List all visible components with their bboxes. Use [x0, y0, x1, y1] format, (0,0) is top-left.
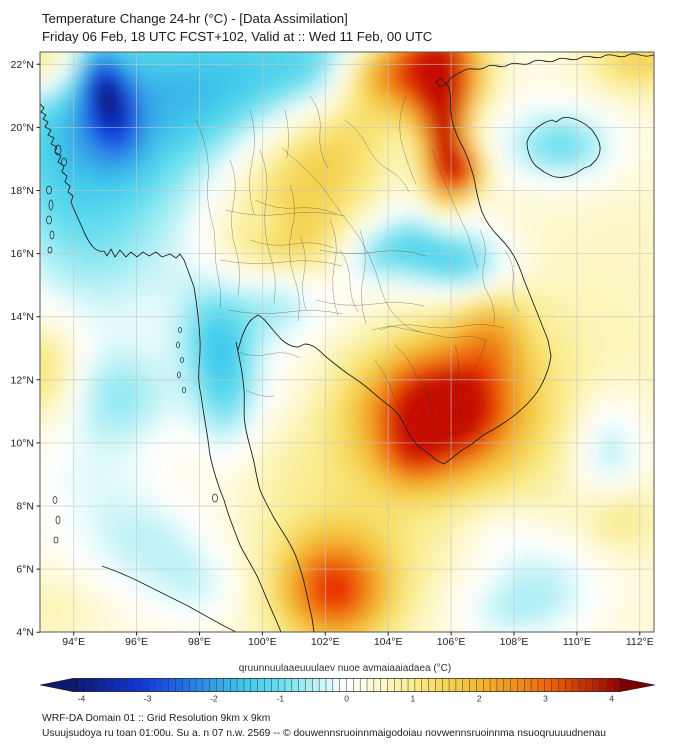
svg-text:102°E: 102°E	[311, 636, 340, 648]
svg-text:112°E: 112°E	[626, 636, 654, 648]
svg-text:110°E: 110°E	[563, 636, 591, 648]
svg-text:WRF-DA Domain 01 :: Grid Resol: WRF-DA Domain 01 :: Grid Resolution 9km …	[42, 713, 270, 724]
svg-text:12°N: 12°N	[11, 374, 34, 386]
svg-text:4°N: 4°N	[16, 627, 34, 639]
svg-text:106°E: 106°E	[437, 636, 466, 648]
svg-text:Temperature Change 24-hr (°C): Temperature Change 24-hr (°C) - [Data As…	[42, 11, 348, 26]
svg-text:Usuujsudoya ru toan 01:00u. Su: Usuujsudoya ru toan 01:00u. Su a. n 07 n…	[42, 728, 606, 739]
svg-text:96°E: 96°E	[125, 636, 148, 648]
svg-text:3: 3	[543, 694, 548, 704]
svg-text:2: 2	[477, 694, 482, 704]
svg-text:18°N: 18°N	[11, 185, 34, 197]
svg-text:-1: -1	[277, 694, 285, 704]
svg-text:qruunnuulaaeuuulaev nuoe avmai: qruunnuulaaeuuulaev nuoe avmaiaaiadaea (…	[239, 663, 452, 674]
svg-text:4: 4	[609, 694, 614, 704]
svg-text:1: 1	[411, 694, 416, 704]
svg-text:20°N: 20°N	[11, 122, 34, 134]
svg-text:8°N: 8°N	[16, 501, 34, 513]
svg-text:10°N: 10°N	[11, 437, 34, 449]
svg-text:104°E: 104°E	[374, 636, 403, 648]
svg-text:14°N: 14°N	[11, 311, 34, 323]
svg-text:Friday 06 Feb, 18 UTC FCST+102: Friday 06 Feb, 18 UTC FCST+102, Valid at…	[42, 29, 433, 44]
svg-text:108°E: 108°E	[500, 636, 529, 648]
svg-text:6°N: 6°N	[16, 564, 34, 576]
svg-text:100°E: 100°E	[248, 636, 277, 648]
svg-text:-4: -4	[78, 694, 86, 704]
svg-text:0: 0	[344, 694, 349, 704]
svg-text:98°E: 98°E	[188, 636, 211, 648]
svg-text:94°E: 94°E	[62, 636, 85, 648]
svg-text:16°N: 16°N	[11, 248, 34, 260]
svg-text:-2: -2	[210, 694, 218, 704]
svg-text:22°N: 22°N	[11, 59, 34, 71]
svg-text:-3: -3	[144, 694, 152, 704]
